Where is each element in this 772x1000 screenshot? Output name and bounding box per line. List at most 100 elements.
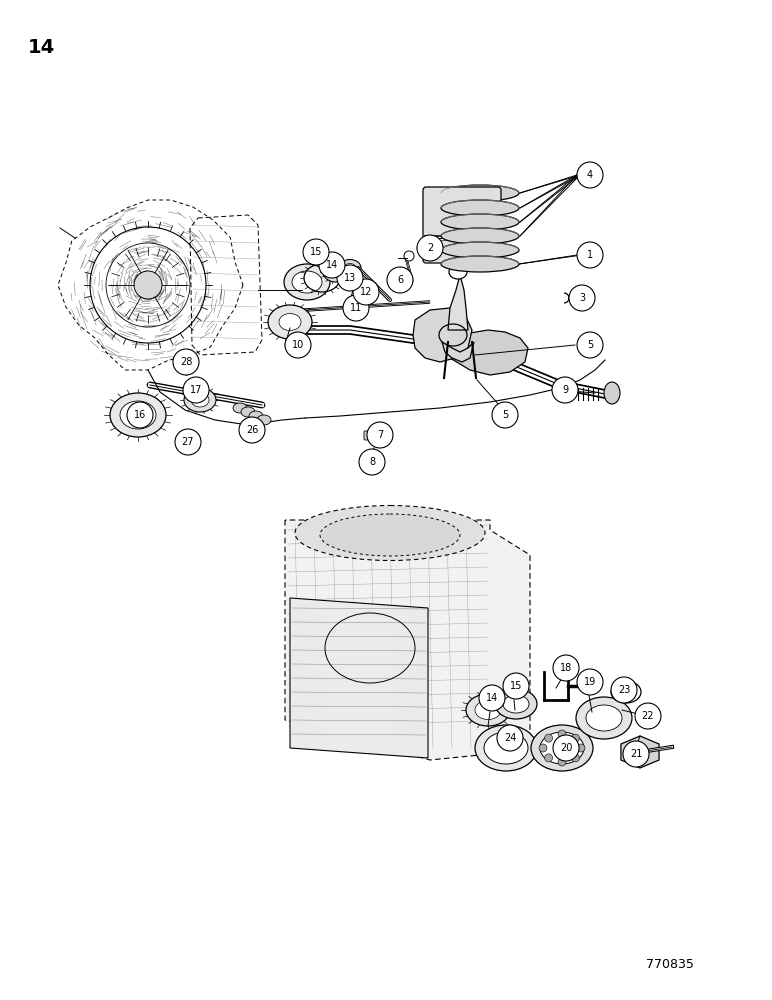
Circle shape [571, 754, 580, 762]
Circle shape [134, 271, 162, 299]
Text: 7: 7 [377, 430, 383, 440]
Text: 23: 23 [618, 685, 630, 695]
Text: 770835: 770835 [646, 958, 694, 972]
Text: 2: 2 [427, 243, 433, 253]
Text: 16: 16 [134, 410, 146, 420]
Ellipse shape [466, 694, 510, 726]
Polygon shape [285, 520, 530, 760]
Circle shape [587, 681, 597, 691]
Ellipse shape [495, 689, 537, 719]
Circle shape [319, 252, 345, 278]
Ellipse shape [441, 228, 519, 244]
Ellipse shape [449, 265, 467, 279]
Ellipse shape [120, 401, 156, 429]
Text: 19: 19 [584, 677, 596, 687]
Ellipse shape [323, 262, 349, 282]
Ellipse shape [110, 393, 166, 437]
Circle shape [558, 758, 566, 766]
Ellipse shape [295, 506, 485, 560]
Text: 20: 20 [560, 743, 572, 753]
Text: 3: 3 [579, 293, 585, 303]
Ellipse shape [484, 732, 528, 764]
Ellipse shape [540, 732, 584, 764]
Ellipse shape [184, 388, 216, 412]
Circle shape [571, 734, 580, 742]
Circle shape [492, 402, 518, 428]
Ellipse shape [441, 242, 519, 258]
Text: 26: 26 [245, 425, 258, 435]
Ellipse shape [441, 200, 519, 216]
Text: 13: 13 [344, 273, 356, 283]
Ellipse shape [279, 314, 301, 330]
Circle shape [544, 754, 553, 762]
Circle shape [479, 685, 505, 711]
Ellipse shape [531, 725, 593, 771]
Circle shape [387, 267, 413, 293]
Text: 9: 9 [562, 385, 568, 395]
Ellipse shape [257, 415, 271, 425]
Polygon shape [621, 736, 659, 768]
Text: 21: 21 [630, 749, 642, 759]
Ellipse shape [576, 697, 632, 739]
Polygon shape [448, 275, 468, 330]
Circle shape [553, 655, 579, 681]
Text: 14: 14 [486, 693, 498, 703]
Circle shape [558, 730, 566, 738]
Circle shape [544, 734, 553, 742]
Ellipse shape [475, 700, 501, 720]
Circle shape [611, 677, 637, 703]
Text: 17: 17 [190, 385, 202, 395]
Circle shape [577, 669, 603, 695]
Text: 14: 14 [326, 260, 338, 270]
Ellipse shape [284, 264, 330, 300]
Circle shape [239, 417, 265, 443]
Ellipse shape [241, 407, 255, 417]
Text: 28: 28 [180, 357, 192, 367]
Ellipse shape [475, 725, 537, 771]
Text: 4: 4 [587, 170, 593, 180]
Circle shape [553, 735, 579, 761]
Text: 5: 5 [502, 410, 508, 420]
Circle shape [175, 429, 201, 455]
Circle shape [497, 725, 523, 751]
Text: 6: 6 [397, 275, 403, 285]
Text: 14: 14 [28, 38, 56, 57]
Ellipse shape [191, 393, 209, 407]
Text: 15: 15 [510, 681, 522, 691]
Text: 10: 10 [292, 340, 304, 350]
Circle shape [337, 265, 363, 291]
Circle shape [503, 673, 529, 699]
Text: 12: 12 [360, 287, 372, 297]
Polygon shape [442, 342, 474, 362]
Ellipse shape [130, 409, 146, 421]
Ellipse shape [456, 234, 468, 242]
Circle shape [404, 251, 414, 261]
Ellipse shape [441, 214, 519, 230]
Text: 18: 18 [560, 663, 572, 673]
Text: 5: 5 [587, 340, 593, 350]
Circle shape [577, 162, 603, 188]
Text: 15: 15 [310, 247, 322, 257]
Ellipse shape [441, 256, 519, 272]
Circle shape [183, 377, 209, 403]
Circle shape [127, 402, 153, 428]
Circle shape [577, 242, 603, 268]
Circle shape [359, 449, 385, 475]
Circle shape [343, 295, 369, 321]
Ellipse shape [441, 185, 519, 201]
Circle shape [353, 279, 379, 305]
Text: 8: 8 [369, 457, 375, 467]
Ellipse shape [320, 514, 460, 556]
Circle shape [367, 455, 381, 469]
Polygon shape [413, 308, 472, 362]
Text: 27: 27 [181, 437, 195, 447]
Circle shape [635, 703, 661, 729]
Ellipse shape [268, 305, 312, 339]
Circle shape [552, 377, 578, 403]
Circle shape [417, 235, 443, 261]
Polygon shape [290, 598, 428, 758]
Polygon shape [450, 330, 528, 375]
Circle shape [577, 332, 603, 358]
FancyBboxPatch shape [364, 431, 380, 440]
Circle shape [539, 744, 547, 752]
